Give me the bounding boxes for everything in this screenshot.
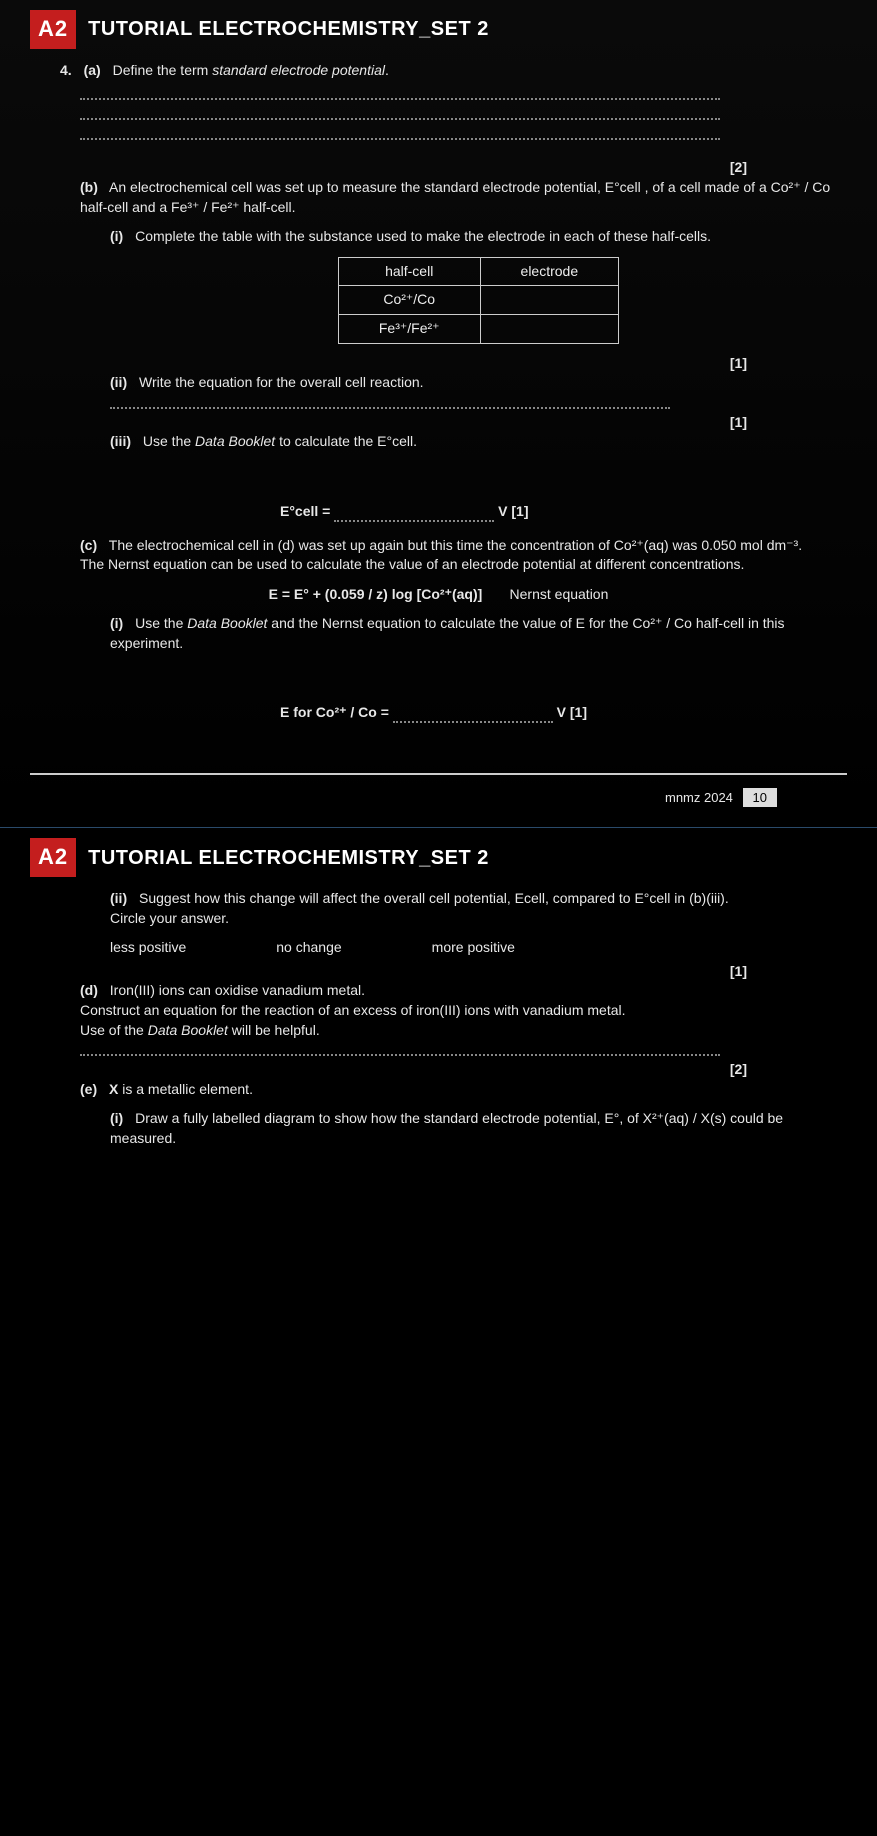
answer-unit-marks: V [1] xyxy=(557,704,587,720)
q4b-text: An electrochemical cell was set up to me… xyxy=(80,179,830,215)
answer-line xyxy=(110,407,670,409)
q4bi-text: Complete the table with the substance us… xyxy=(135,228,711,244)
q4ci-answer: E for Co²⁺ / Co = V [1] xyxy=(280,703,847,723)
q4d: (d) Iron(III) ions can oxidise vanadium … xyxy=(80,981,847,1040)
q4c: (c) The electrochemical cell in (d) was … xyxy=(80,536,847,575)
q4ei: (i) Draw a fully labelled diagram to sho… xyxy=(110,1109,847,1148)
table-header: electrode xyxy=(480,257,619,286)
table-cell: Fe³⁺/Fe²⁺ xyxy=(338,314,480,343)
table-cell: Co²⁺/Co xyxy=(338,286,480,315)
q4c-label: (c) xyxy=(80,536,97,556)
page-1: A2 TUTORIAL ELECTROCHEMISTRY_SET 2 4. (a… xyxy=(0,0,877,828)
answer-line xyxy=(80,118,720,120)
q4c-text1: The electrochemical cell in (d) was set … xyxy=(109,537,802,553)
q4a-text-post: . xyxy=(385,62,389,78)
q4a: 4. (a) Define the term standard electrod… xyxy=(60,61,847,81)
answer-line xyxy=(80,98,720,100)
q4d-l3-pre: Use of the xyxy=(80,1022,148,1038)
nernst-label: Nernst equation xyxy=(510,586,609,602)
q4d-l1: Iron(III) ions can oxidise vanadium meta… xyxy=(110,982,365,998)
q4bii-marks: [1] xyxy=(30,413,747,433)
q4biii-text-pre: Use the xyxy=(143,433,195,449)
q4cii: (ii) Suggest how this change will affect… xyxy=(110,889,847,928)
answer-label: E for Co²⁺ / Co = xyxy=(280,704,389,720)
header: A2 TUTORIAL ELECTROCHEMISTRY_SET 2 xyxy=(30,838,847,877)
answer-fill xyxy=(334,508,494,522)
page-2: A2 TUTORIAL ELECTROCHEMISTRY_SET 2 (ii) … xyxy=(0,828,877,1178)
answer-line xyxy=(80,138,720,140)
q4d-l3-term: Data Booklet xyxy=(148,1022,228,1038)
page-divider xyxy=(30,773,847,775)
q4c-text2: The Nernst equation can be used to calcu… xyxy=(80,556,744,572)
option-less-positive[interactable]: less positive xyxy=(110,938,186,958)
table-cell-empty xyxy=(480,314,619,343)
q4a-marks: [2] xyxy=(30,158,747,178)
q4biii-term: Data Booklet xyxy=(195,433,275,449)
halfcell-table: half-cell electrode Co²⁺/Co Fe³⁺/Fe²⁺ xyxy=(338,257,619,344)
q4cii-text: Suggest how this change will affect the … xyxy=(139,890,729,906)
q4b-label: (b) xyxy=(80,178,98,198)
nernst-formula: E = E° + (0.059 / z) log [Co²⁺(aq)] Nern… xyxy=(30,585,847,605)
options-row: less positive no change more positive xyxy=(110,938,847,958)
doc-title: TUTORIAL ELECTROCHEMISTRY_SET 2 xyxy=(88,844,489,872)
q4a-term: standard electrode potential xyxy=(212,62,385,78)
q4ci-text-pre: Use the xyxy=(135,615,187,631)
footer-pagenum: 10 xyxy=(743,788,777,807)
q4ci-label: (i) xyxy=(110,614,123,634)
q4ei-text: Draw a fully labelled diagram to show ho… xyxy=(110,1110,783,1146)
q4d-label: (d) xyxy=(80,981,98,1001)
table-cell-empty xyxy=(480,286,619,315)
answer-line xyxy=(80,1054,720,1056)
q4d-l2: Construct an equation for the reaction o… xyxy=(80,1002,626,1018)
option-more-positive[interactable]: more positive xyxy=(432,938,515,958)
q4cii-circle: Circle your answer. xyxy=(110,910,229,926)
q4cii-marks: [1] xyxy=(30,962,747,982)
q4ci-term: Data Booklet xyxy=(187,615,267,631)
answer-label: E°cell = xyxy=(280,503,330,519)
answer-unit-marks: V [1] xyxy=(498,503,528,519)
q4ci: (i) Use the Data Booklet and the Nernst … xyxy=(110,614,847,653)
page-footer: mnmz 2024 10 xyxy=(30,789,777,807)
nernst-eq: E = E° + (0.059 / z) log [Co²⁺(aq)] xyxy=(269,586,483,602)
q4a-label: (a) xyxy=(84,61,101,81)
doc-title: TUTORIAL ELECTROCHEMISTRY_SET 2 xyxy=(88,15,489,43)
q4e-intro: X is a metallic element. xyxy=(109,1081,253,1097)
q4d-marks: [2] xyxy=(30,1060,747,1080)
q4e-label: (e) xyxy=(80,1080,97,1100)
q4bii: (ii) Write the equation for the overall … xyxy=(110,373,847,393)
q4-number: 4. xyxy=(60,61,72,81)
option-no-change[interactable]: no change xyxy=(276,938,341,958)
a2-badge: A2 xyxy=(30,838,76,877)
q4cii-label: (ii) xyxy=(110,889,127,909)
q4a-text-pre: Define the term xyxy=(113,62,213,78)
q4bi-label: (i) xyxy=(110,227,123,247)
q4e: (e) X is a metallic element. xyxy=(80,1080,847,1100)
q4bi-marks: [1] xyxy=(30,354,747,374)
q4biii-text-post: to calculate the E°cell. xyxy=(275,433,417,449)
q4bii-label: (ii) xyxy=(110,373,127,393)
table-header: half-cell xyxy=(338,257,480,286)
q4biii-label: (iii) xyxy=(110,432,131,452)
q4d-l3-post: will be helpful. xyxy=(228,1022,320,1038)
q4biii: (iii) Use the Data Booklet to calculate … xyxy=(110,432,847,452)
q4biii-answer: E°cell = V [1] xyxy=(280,502,847,522)
header: A2 TUTORIAL ELECTROCHEMISTRY_SET 2 xyxy=(30,10,847,49)
q4ei-label: (i) xyxy=(110,1109,123,1129)
q4b: (b) An electrochemical cell was set up t… xyxy=(80,178,847,217)
footer-author: mnmz 2024 xyxy=(665,790,733,805)
a2-badge: A2 xyxy=(30,10,76,49)
answer-fill xyxy=(393,709,553,723)
q4bii-text: Write the equation for the overall cell … xyxy=(139,374,424,390)
q4bi: (i) Complete the table with the substanc… xyxy=(110,227,847,343)
